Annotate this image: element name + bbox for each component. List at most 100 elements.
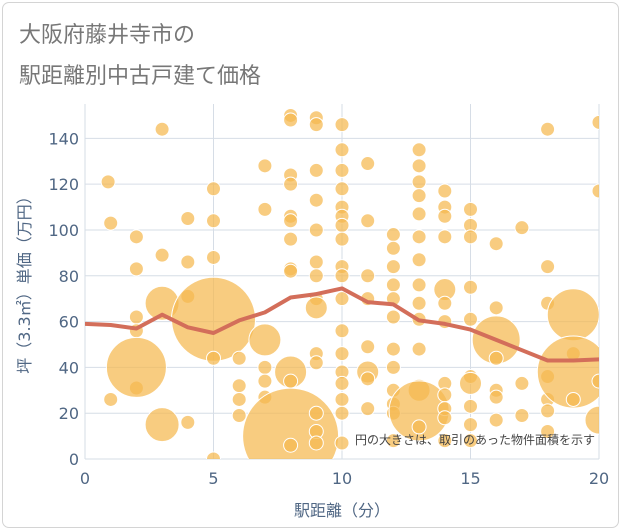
bubble-point — [540, 403, 556, 419]
y-tick-label: 100 — [48, 221, 79, 240]
bubble-point — [540, 259, 556, 275]
bubble-point — [334, 162, 350, 178]
bubble-point — [360, 401, 376, 417]
bubble-point — [463, 229, 478, 245]
bubble-point — [463, 311, 478, 327]
trend-layer — [85, 286, 599, 363]
bubble-point — [257, 158, 273, 174]
bubble-point — [242, 387, 340, 459]
bubble-point — [308, 254, 324, 270]
bubble-point — [308, 268, 324, 284]
bubble-point — [304, 296, 328, 320]
tick-labels: 0 20 40 60 80 100 120 140 0 5 10 15 20 — [48, 129, 609, 488]
y-tick-label: 80 — [59, 267, 79, 286]
bubble-point — [437, 183, 453, 199]
bubble-point — [206, 249, 221, 265]
bubble-point — [540, 424, 556, 440]
bubble-point — [231, 378, 247, 394]
bubble-point — [591, 183, 599, 199]
trend-line — [85, 286, 599, 363]
bubble-point — [128, 261, 144, 277]
bubble-point — [180, 254, 196, 270]
bubble-point — [308, 435, 324, 451]
x-tick-label: 10 — [332, 469, 352, 488]
bubble-point — [411, 174, 427, 190]
bubble-point — [283, 176, 299, 192]
bubble-point — [385, 277, 401, 293]
bubble-point — [206, 350, 221, 366]
bubble-point — [463, 433, 478, 449]
bubble-point — [248, 323, 282, 357]
y-tick-label: 60 — [59, 313, 79, 332]
bubble-point — [584, 405, 599, 435]
bubble-point — [231, 391, 247, 407]
bubble-point — [385, 259, 401, 275]
bubble-point — [411, 158, 427, 174]
bubble-point — [154, 121, 170, 137]
y-tick-label: 40 — [59, 358, 79, 377]
bubble-point — [283, 231, 299, 247]
bubble-point — [103, 391, 119, 407]
bubble-point — [334, 142, 350, 158]
bubble-point — [514, 220, 530, 236]
bubble-point — [308, 192, 324, 208]
bubble-point — [334, 231, 350, 247]
bubble-point — [308, 162, 324, 178]
x-tick-label: 15 — [460, 469, 480, 488]
bubble-point — [437, 433, 453, 449]
bubble-point — [536, 335, 599, 409]
bubble-point — [206, 181, 221, 197]
x-tick-label: 5 — [208, 469, 218, 488]
bubble-point — [437, 229, 453, 245]
y-tick-label: 120 — [48, 175, 79, 194]
bubble-point — [308, 222, 324, 238]
bubble-point — [334, 405, 350, 421]
bubble-layer — [100, 107, 599, 459]
bubble-point — [308, 405, 324, 421]
bubble-point — [360, 268, 376, 284]
bubble-point — [334, 323, 350, 339]
bubble-point — [100, 174, 116, 190]
bubble-point — [308, 355, 324, 371]
bubble-point — [411, 252, 427, 268]
bubble-point — [334, 346, 350, 362]
bubble-point — [546, 288, 599, 342]
bubble-point — [514, 375, 530, 391]
x-tick-label: 20 — [589, 469, 609, 488]
bubble-point — [514, 407, 530, 423]
bubble-point — [463, 201, 478, 217]
bubble-point — [411, 277, 427, 293]
bubble-point — [105, 336, 167, 398]
bubble-point — [360, 213, 376, 229]
bubble-point — [385, 240, 401, 256]
y-tick-label: 20 — [59, 404, 79, 423]
bubble-point — [360, 339, 376, 355]
bubble-point — [283, 437, 299, 453]
bubble-point — [257, 201, 273, 217]
y-tick-label: 0 — [69, 450, 79, 469]
bubble-point — [488, 389, 504, 405]
bubble-point — [385, 309, 401, 325]
bubble-point — [283, 213, 299, 229]
y-axis-label: 坪（3.3㎡）単価（万円） — [15, 188, 34, 373]
bubble-point — [463, 398, 478, 414]
bubble-point — [283, 373, 299, 389]
bubble-point — [437, 208, 453, 224]
bubble-point — [334, 181, 350, 197]
chart-title-line-1: 大阪府藤井寺市の — [19, 23, 196, 48]
bubble-point — [257, 359, 273, 375]
bubble-point — [565, 391, 581, 407]
bubble-point — [385, 227, 401, 243]
bubble-point — [180, 211, 196, 227]
bubble-point — [257, 373, 273, 389]
bubble-point — [334, 291, 350, 307]
bubble-point — [308, 117, 324, 133]
bubble-point — [334, 375, 350, 391]
bubble-point — [411, 295, 427, 311]
bubble-point — [385, 433, 401, 449]
chart-title-line-2: 駅距離別中古戸建て価格 — [19, 64, 262, 89]
size-annotation: 円の大きさは、取引のあった物件面積を示す — [355, 432, 595, 447]
bubble-point — [206, 451, 221, 459]
bubble-point — [334, 268, 350, 284]
